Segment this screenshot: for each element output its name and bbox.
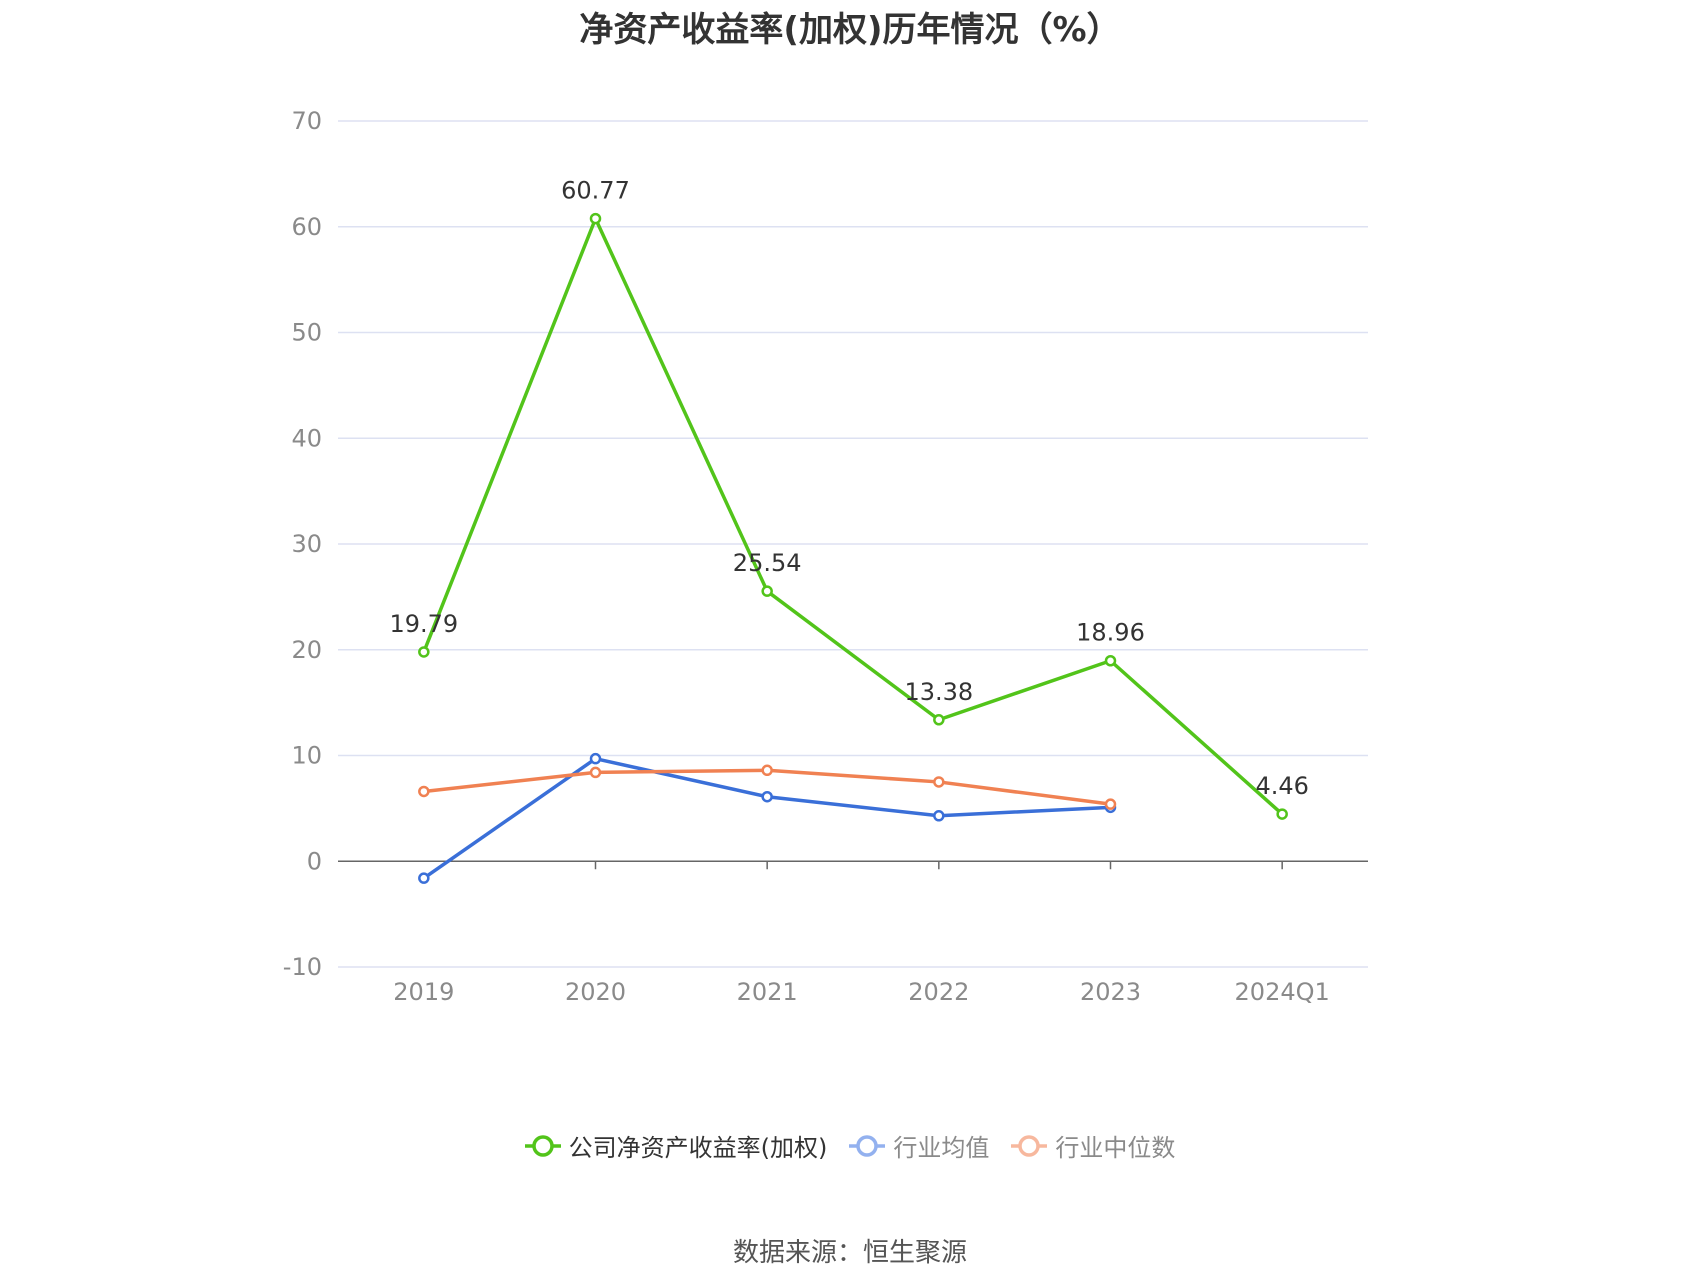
data-point[interactable] xyxy=(933,776,945,788)
legend-item[interactable]: 行业均值 xyxy=(849,1128,989,1163)
legend-item[interactable]: 公司净资产收益率(加权) xyxy=(524,1128,828,1163)
data-point[interactable] xyxy=(933,714,945,726)
x-tick-label: 2024Q1 xyxy=(1235,978,1330,1006)
y-tick-label: 40 xyxy=(291,424,322,452)
data-label: 13.38 xyxy=(904,678,973,706)
data-labels: 19.79 60.77 25.54 13.38 18.96 4.46 xyxy=(389,177,1308,800)
data-point[interactable] xyxy=(589,752,602,765)
legend-marker-icon xyxy=(849,1134,886,1157)
legend: 公司净资产收益率(加权) 行业均值 行业中位数 xyxy=(0,1128,1700,1163)
x-tick-label: 2019 xyxy=(393,978,454,1006)
y-tick-label: 10 xyxy=(291,742,322,770)
legend-label: 行业中位数 xyxy=(1055,1134,1176,1162)
data-point[interactable] xyxy=(589,212,602,225)
data-point[interactable] xyxy=(761,585,773,597)
data-points xyxy=(418,212,1288,884)
data-label: 4.46 xyxy=(1255,772,1308,800)
legend-marker-icon xyxy=(524,1134,561,1157)
data-point[interactable] xyxy=(1104,654,1117,667)
data-point[interactable] xyxy=(1104,798,1117,810)
x-tick-label: 2021 xyxy=(737,978,798,1006)
data-label: 18.96 xyxy=(1076,619,1145,647)
data-point[interactable] xyxy=(933,810,945,822)
x-tick-label: 2020 xyxy=(565,978,626,1006)
data-point[interactable] xyxy=(1276,808,1288,820)
y-tick-label: 30 xyxy=(291,530,322,558)
data-source: 数据来源：恒生聚源 xyxy=(732,1238,967,1268)
data-point[interactable] xyxy=(418,872,430,884)
data-label: 60.77 xyxy=(561,177,630,205)
y-tick-label: -10 xyxy=(283,953,322,981)
y-tick-label: 50 xyxy=(291,319,322,347)
y-tick-label: 70 xyxy=(291,107,322,135)
data-point[interactable] xyxy=(761,764,773,777)
y-tick-label: 20 xyxy=(291,636,322,664)
legend-label: 行业均值 xyxy=(893,1134,990,1162)
grid-lines xyxy=(338,120,1368,968)
x-tick-label: 2023 xyxy=(1080,978,1141,1006)
series-line-0 xyxy=(422,216,1284,816)
series-line-1 xyxy=(422,756,1111,880)
data-label: 25.54 xyxy=(733,549,802,577)
axes: 70 60 50 40 30 20 10 0 -10 2019 2020 2021 2022 2023 20… xyxy=(283,107,1368,1006)
y-tick-label: 0 xyxy=(307,847,322,875)
data-point[interactable] xyxy=(418,646,430,658)
x-tick-label: 2022 xyxy=(908,978,969,1006)
y-tick-label: 60 xyxy=(291,213,322,241)
legend-item[interactable]: 行业中位数 xyxy=(1011,1128,1175,1163)
data-point[interactable] xyxy=(761,790,773,803)
data-point[interactable] xyxy=(418,785,430,798)
legend-marker-icon xyxy=(1011,1134,1048,1157)
chart-title: 净资产收益率(加权)历年情况（%） xyxy=(579,10,1121,50)
legend-label: 公司净资产收益率(加权) xyxy=(568,1134,828,1162)
data-label: 19.79 xyxy=(389,610,458,638)
data-point[interactable] xyxy=(589,766,602,779)
series-lines xyxy=(422,216,1284,880)
